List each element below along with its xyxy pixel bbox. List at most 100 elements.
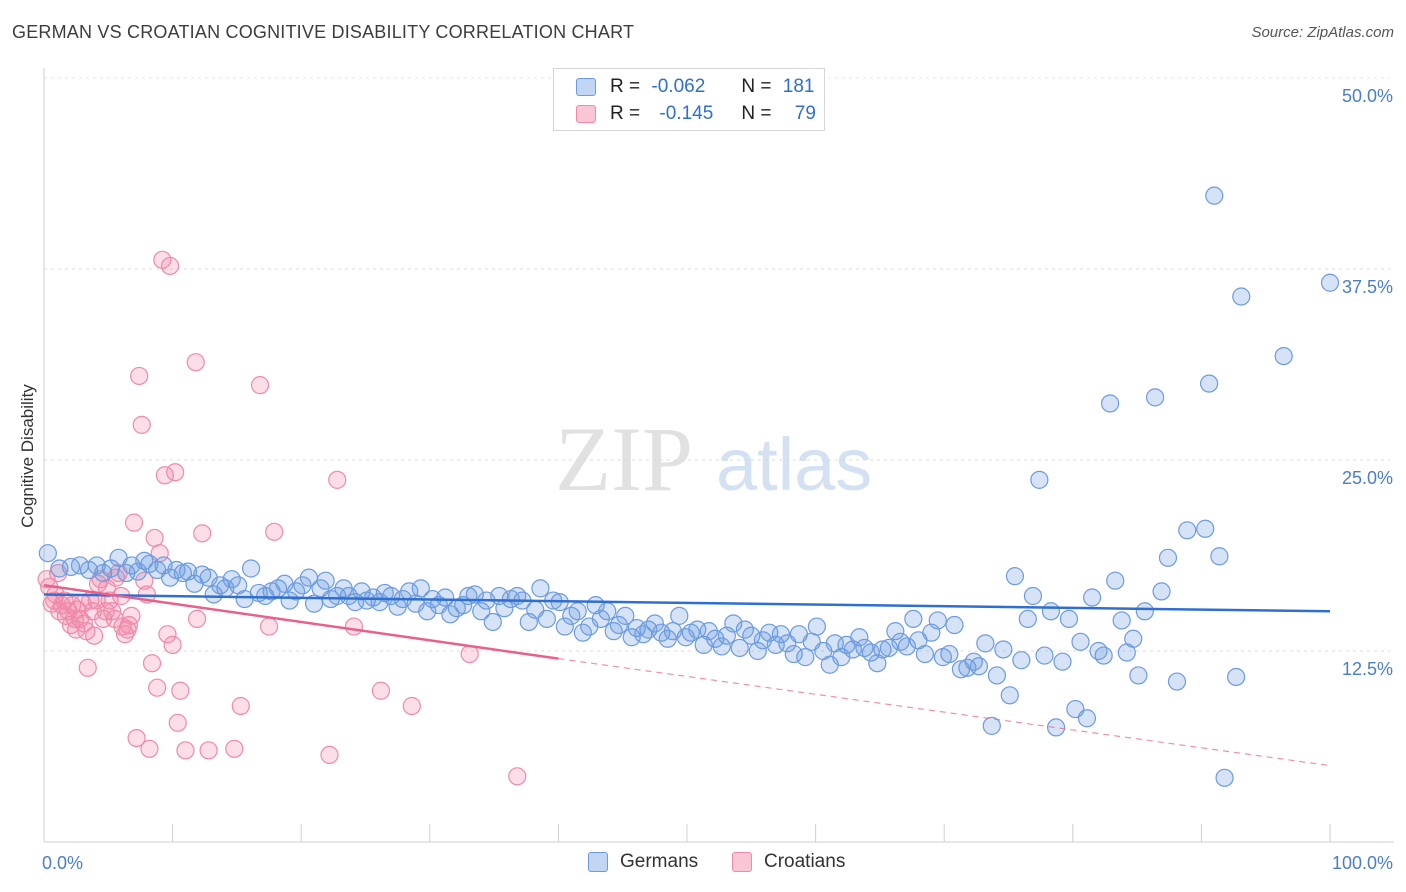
german-point-133 — [868, 654, 887, 673]
german-point-189 — [1227, 667, 1246, 687]
german-point-174 — [1112, 611, 1131, 630]
german-point-187 — [1210, 547, 1229, 566]
german-point-29 — [241, 559, 261, 578]
croatian-point-44 — [132, 415, 151, 434]
croatian-point-56 — [163, 635, 182, 654]
croatians-legend-swatch — [732, 852, 752, 872]
germans-r-label: R = — [610, 76, 641, 97]
german-point-88 — [598, 602, 617, 621]
croatian-point-50 — [148, 678, 167, 697]
german-point-57 — [411, 579, 430, 598]
germans-legend-swatch — [588, 852, 608, 872]
german-point-2 — [61, 557, 81, 577]
stats-legend: R = -0.062 N = 181 R = -0.145 N = 79 — [553, 68, 825, 131]
german-point-156 — [1005, 567, 1025, 586]
watermark-zip: ZIP — [555, 408, 693, 510]
croatian-point-75 — [460, 644, 479, 664]
german-point-83 — [568, 602, 587, 621]
german-point-12 — [135, 551, 154, 570]
croatian-point-64 — [199, 741, 218, 760]
german-point-112 — [742, 626, 761, 645]
german-point-47 — [352, 582, 371, 601]
german-point-113 — [748, 641, 767, 661]
german-point-69 — [483, 612, 502, 632]
germans-r-value: -0.062 — [651, 76, 706, 97]
german-point-23 — [204, 585, 223, 604]
croatian-point-74 — [402, 696, 421, 716]
german-point-182 — [1167, 672, 1187, 691]
german-point-169 — [1082, 588, 1102, 607]
croatian-point-63 — [193, 524, 212, 543]
german-point-130 — [850, 628, 869, 647]
croatian-point-62 — [187, 609, 207, 629]
watermark-atlas: atlas — [716, 423, 872, 506]
german-point-151 — [976, 634, 995, 653]
croatian-point-53 — [155, 466, 174, 485]
croatians-legend-label: Croatians — [764, 851, 846, 872]
germans-trend-line — [43, 593, 1331, 613]
german-point-132 — [861, 643, 880, 662]
y-tick-label-0: 12.5% — [1341, 659, 1393, 679]
german-point-176 — [1124, 629, 1143, 648]
croatian-point-22 — [83, 602, 102, 621]
croatian-point-73 — [371, 681, 391, 700]
german-point-1 — [50, 559, 69, 578]
german-point-181 — [1158, 548, 1178, 567]
legend-row-croatians: R = -0.145 N = 79 — [576, 102, 816, 126]
german-point-173 — [1106, 571, 1125, 590]
german-point-134 — [873, 640, 892, 659]
croatian-point-70 — [320, 745, 339, 765]
x-tick-label-1: 100.0% — [1331, 853, 1393, 873]
croatian-point-72 — [344, 617, 364, 636]
german-point-104 — [694, 635, 713, 654]
german-point-172 — [1100, 394, 1120, 413]
german-point-61 — [436, 588, 455, 607]
croatian-point-61 — [186, 353, 205, 372]
german-point-119 — [784, 644, 803, 664]
croatian-point-47 — [140, 739, 159, 758]
german-point-171 — [1094, 646, 1113, 665]
croatian-point-41 — [124, 513, 144, 532]
german-point-186 — [1205, 186, 1224, 205]
german-point-91 — [616, 606, 635, 625]
croatians-r-label: R = — [610, 103, 641, 124]
german-point-145 — [940, 644, 959, 664]
y-tick-label-3: 50.0% — [1341, 86, 1393, 106]
german-point-160 — [1030, 470, 1049, 489]
german-point-96 — [645, 614, 664, 633]
german-point-81 — [555, 617, 574, 636]
german-point-162 — [1041, 602, 1061, 621]
croatian-point-69 — [265, 522, 284, 541]
croatian-point-55 — [160, 256, 180, 276]
croatians-trend-extension — [558, 658, 1331, 767]
german-point-154 — [994, 640, 1013, 659]
german-point-165 — [1059, 609, 1079, 629]
trend-lines — [43, 584, 1331, 767]
german-point-100 — [670, 606, 689, 625]
german-point-167 — [1071, 632, 1090, 651]
croatian-point-43 — [130, 366, 149, 386]
croatians-trend-line — [43, 584, 559, 660]
x-tick-label-0: 0.0% — [42, 853, 84, 873]
germans-n-value: 181 — [782, 76, 815, 97]
croatian-point-71 — [328, 470, 347, 489]
croatians-points — [37, 250, 527, 786]
croatian-point-66 — [231, 696, 250, 716]
german-point-139 — [904, 609, 923, 629]
german-point-150 — [969, 657, 989, 676]
german-point-39 — [304, 594, 324, 613]
croatian-point-59 — [171, 681, 190, 700]
german-point-143 — [928, 611, 947, 630]
croatians-n-label: N = — [741, 103, 772, 124]
german-point-5 — [87, 556, 106, 575]
axes — [43, 68, 1394, 843]
germans-n-label: N = — [741, 76, 772, 97]
y-tick-label-1: 25.0% — [1341, 468, 1393, 488]
german-point-188 — [1215, 768, 1234, 787]
croatian-point-20 — [78, 658, 97, 677]
german-point-157 — [1012, 651, 1031, 670]
croatian-point-40 — [122, 606, 141, 625]
german-point-123 — [807, 617, 826, 636]
german-point-67 — [472, 602, 491, 621]
